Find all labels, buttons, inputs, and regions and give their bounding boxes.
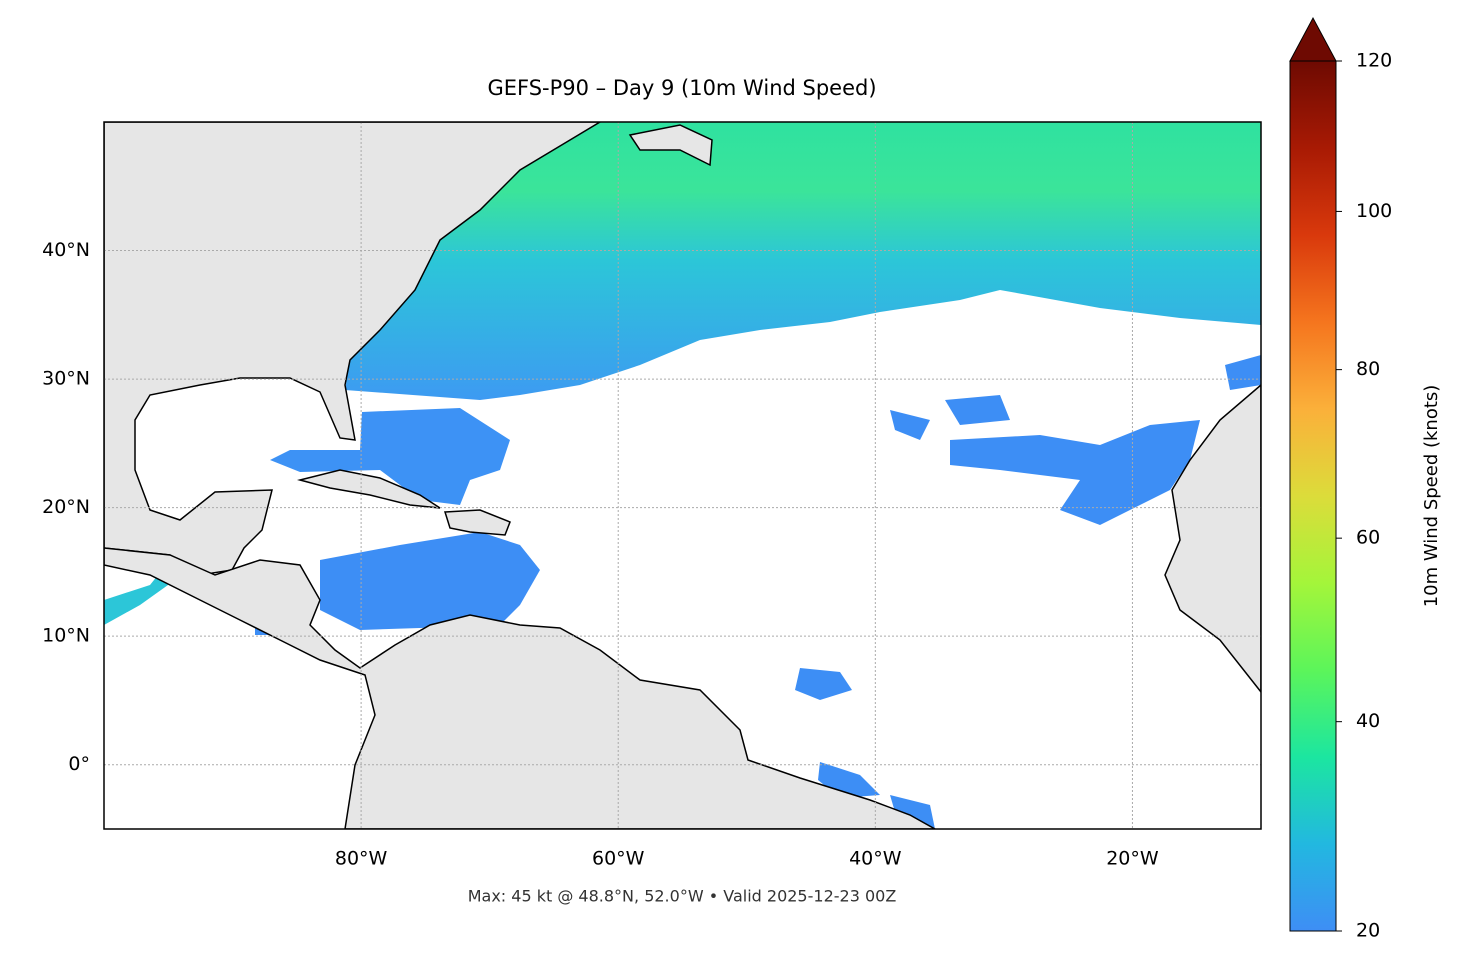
colorbar-tick-label: 60: [1356, 527, 1380, 549]
x-tick-label: 80°W: [335, 848, 388, 870]
y-tick-label: 0°: [68, 753, 90, 775]
map: [104, 122, 1261, 829]
colorbar-frame: [1289, 60, 1337, 932]
x-tick-label: 40°W: [849, 848, 902, 870]
colorbar-label: 10m Wind Speed (knots): [1421, 385, 1442, 608]
wind-area: [945, 395, 1010, 425]
y-tick-label: 10°N: [42, 625, 90, 647]
hispaniola: [443, 509, 511, 536]
colorbar-tick-label: 100: [1356, 200, 1392, 222]
y-tick-label: 40°N: [42, 239, 90, 261]
wind-area: [270, 408, 510, 505]
x-tick-label: 20°W: [1106, 848, 1159, 870]
wind-area: [320, 532, 540, 630]
map-frame: [103, 121, 1262, 830]
grid: [104, 122, 1261, 829]
wind-area: [345, 122, 1261, 400]
wind-area: [890, 410, 930, 440]
newfoundland: [628, 124, 713, 167]
colorbar: [1290, 61, 1336, 931]
north-america: [104, 122, 602, 576]
africa: [1164, 384, 1261, 694]
x-tick-label: 60°W: [592, 848, 645, 870]
annotation: Max: 45 kt @ 48.8°N, 52.0°W • Valid 2025…: [468, 887, 897, 906]
wind-area: [950, 420, 1200, 525]
wind-area: [795, 668, 852, 700]
colorbar-tick-label: 120: [1356, 50, 1392, 72]
colorbar-tick-label: 20: [1356, 920, 1380, 942]
colorbar-tick-label: 80: [1356, 358, 1380, 380]
y-tick-label: 20°N: [42, 496, 90, 518]
colorbar-extend: [1289, 16, 1337, 62]
land: [104, 122, 1261, 829]
wind-area: [1225, 355, 1261, 390]
chart-title: GEFS-P90 – Day 9 (10m Wind Speed): [487, 76, 876, 100]
y-tick-label: 30°N: [42, 368, 90, 390]
south-america: [104, 547, 937, 829]
colorbar-tick-label: 40: [1356, 710, 1380, 732]
